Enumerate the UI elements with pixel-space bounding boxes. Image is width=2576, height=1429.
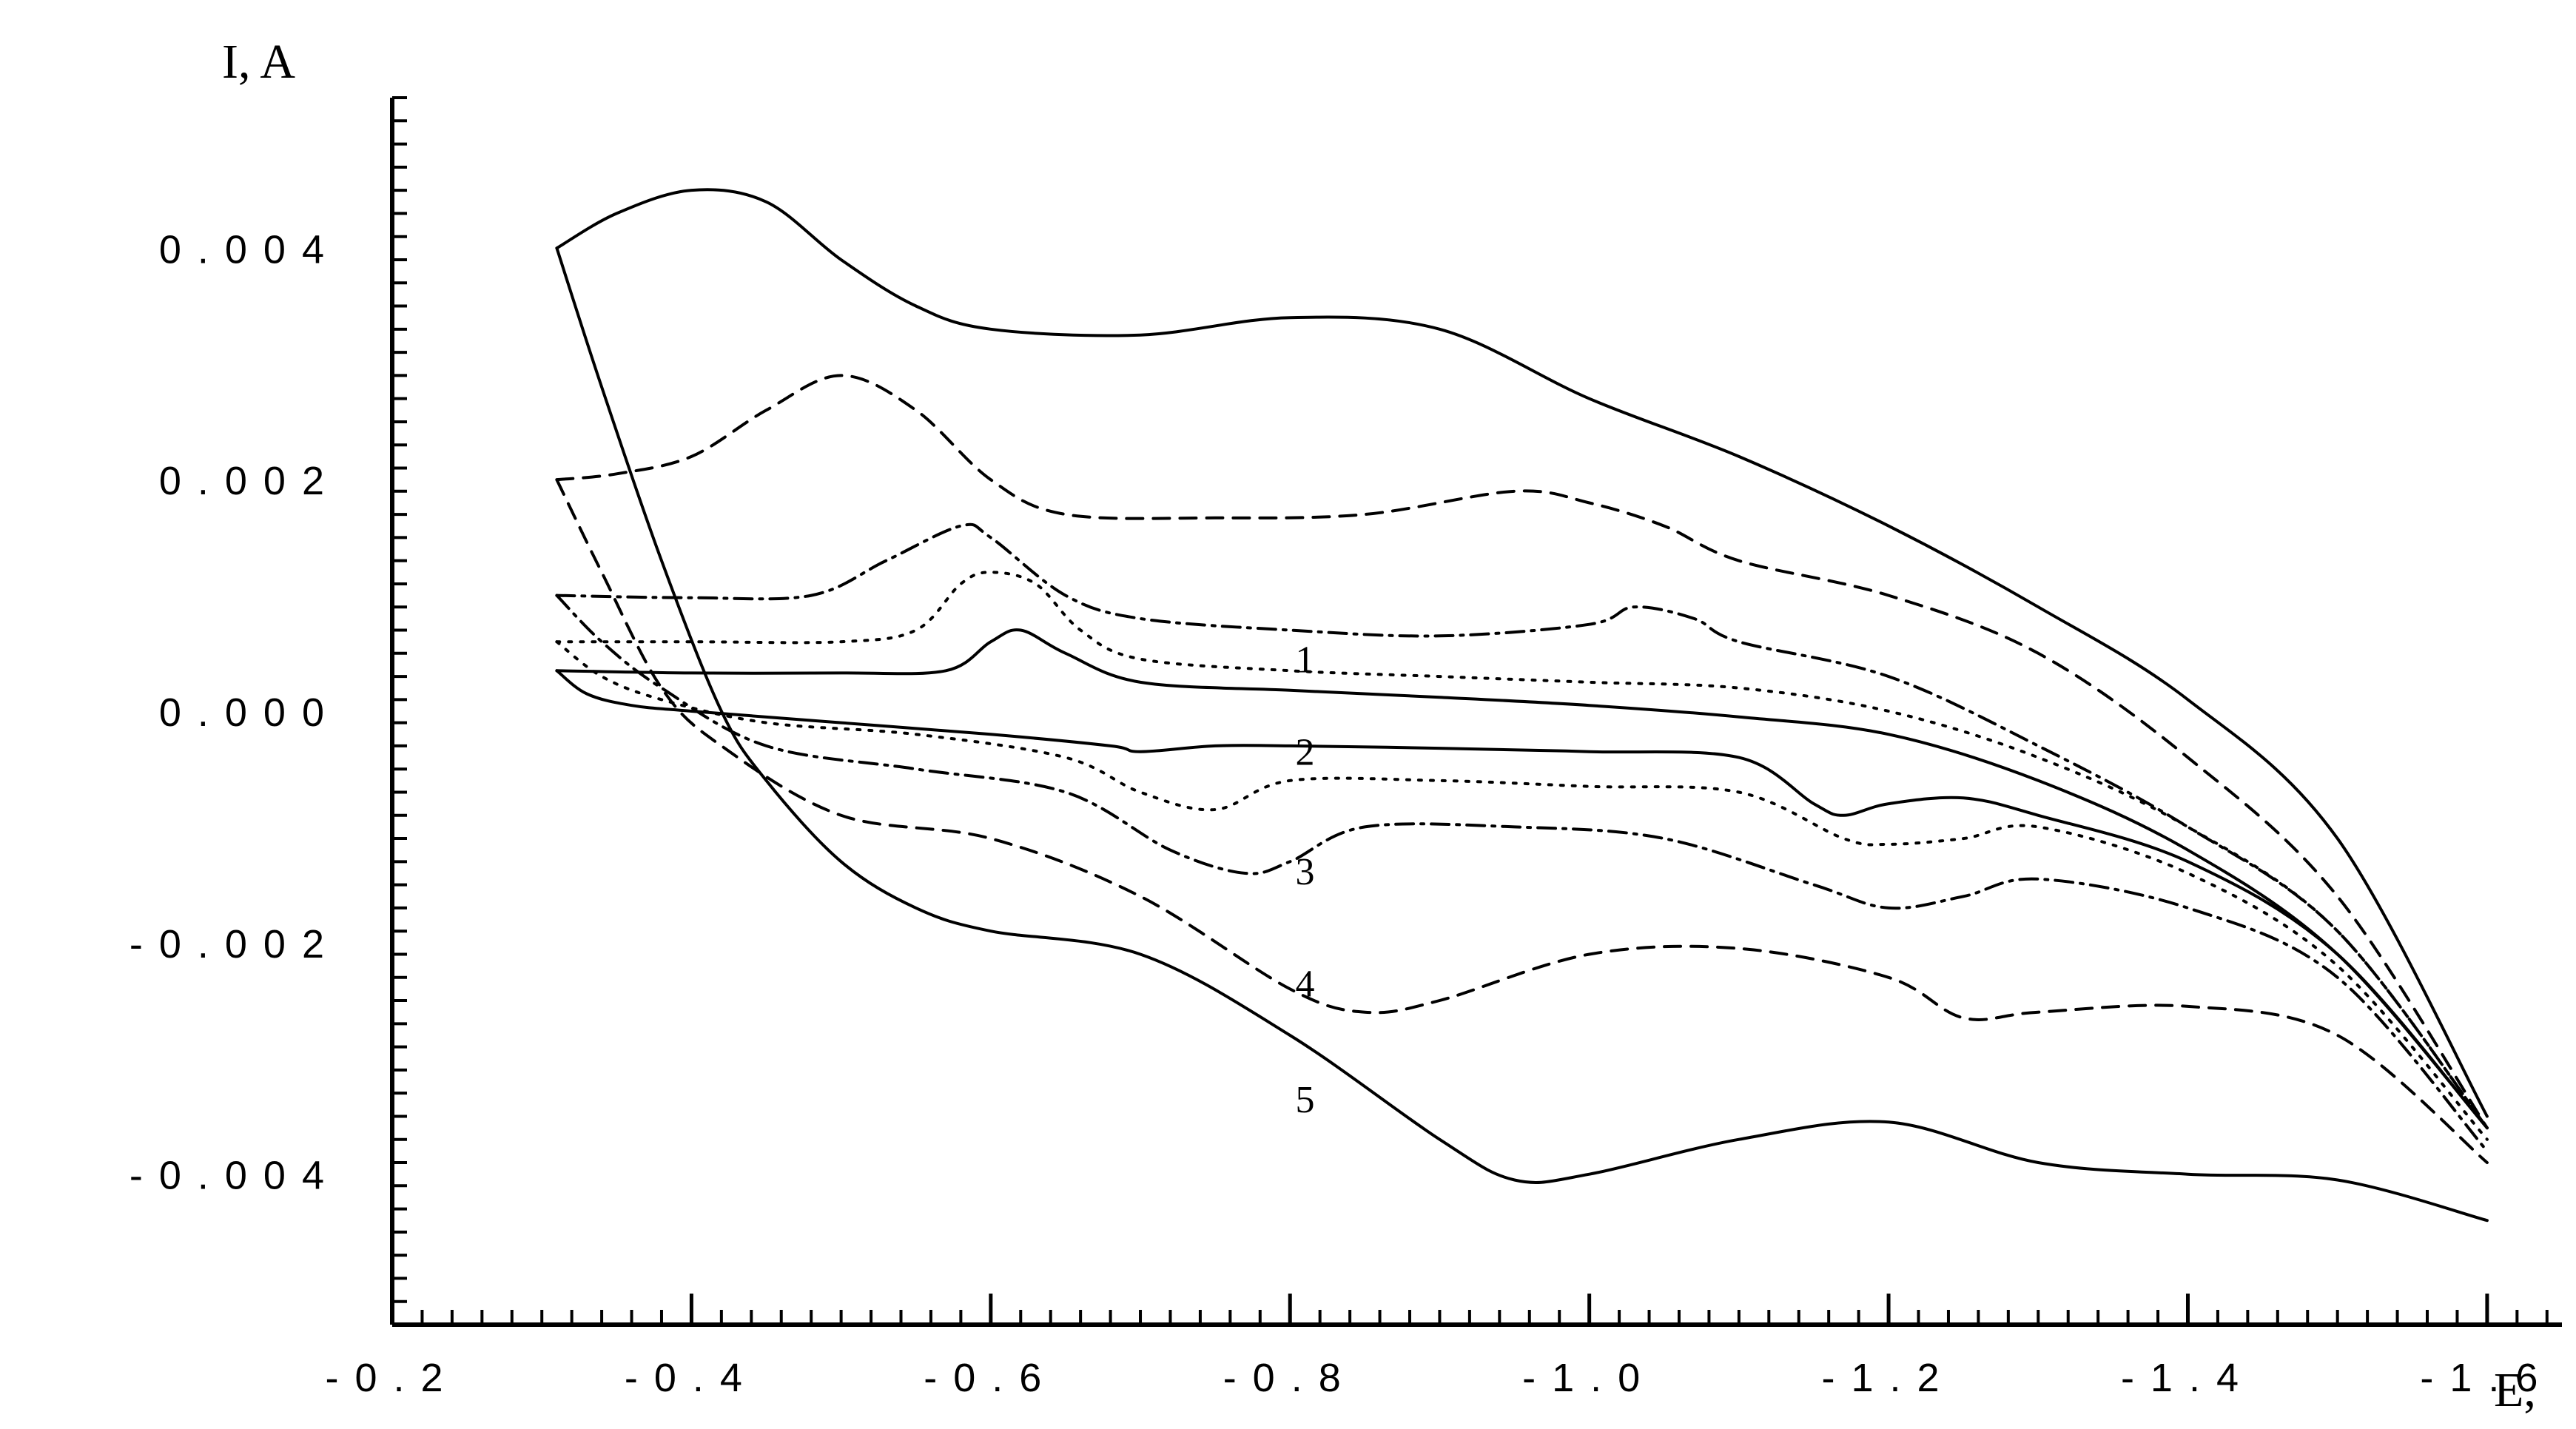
series-3-upper-branch: [555, 594, 2489, 1153]
series-2-upper-branch: [555, 640, 2489, 1141]
series-label-4: 4: [1295, 964, 1314, 1006]
y-tick-label: 0.002: [159, 459, 340, 503]
x-tick-label: -0.4: [625, 1356, 759, 1400]
y-tick-label: 0.004: [159, 227, 340, 272]
curves: [555, 188, 2489, 1223]
y-axis-title: I, A: [222, 35, 295, 89]
labels: 1 2 3 4 5: [1295, 639, 1314, 1121]
x-axis-title: E,: [2494, 1363, 2536, 1417]
series-5-upper-branch: [555, 246, 2489, 1223]
x-tick-label: -1.6: [2420, 1356, 2554, 1400]
series-2-lower-branch: [555, 571, 2489, 1130]
series-4-upper-branch: [555, 478, 2489, 1164]
x-tick-label: -0.8: [1223, 1356, 1357, 1400]
axes: -0.2 -0.4 -0.6 -0.8 -1.0 -1.2 -1.4 -1.6 -0.004 -0…: [130, 96, 2562, 1400]
x-tick-label: -0.6: [924, 1356, 1057, 1400]
series-label-2: 2: [1295, 732, 1314, 774]
series-4-lower-branch: [555, 374, 2489, 1130]
series-label-5: 5: [1295, 1079, 1314, 1121]
x-tick-label: -1.2: [1822, 1356, 1956, 1400]
series-1-lower-branch: [555, 628, 2489, 1130]
x-tick-label: -0.2: [325, 1356, 459, 1400]
x-tick-label: -1.0: [1522, 1356, 1656, 1400]
series-label-3: 3: [1295, 851, 1314, 893]
y-tick-label: 0.000: [159, 690, 340, 735]
series-label-1: 1: [1295, 639, 1314, 682]
y-tick-label: -0.004: [130, 1154, 340, 1198]
series-1-upper-branch: [555, 669, 2489, 1130]
x-tick-label: -1.4: [2121, 1356, 2255, 1400]
series-5-lower-branch: [555, 188, 2489, 1118]
y-tick-label: -0.002: [130, 922, 340, 966]
series-3-lower-branch: [555, 522, 2489, 1130]
